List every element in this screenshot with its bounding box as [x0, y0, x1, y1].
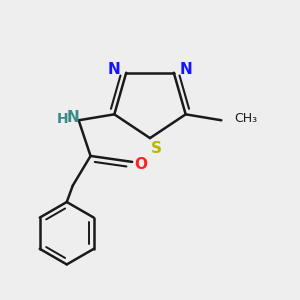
- Text: N: N: [179, 62, 192, 77]
- Text: N: N: [66, 110, 79, 125]
- Text: N: N: [108, 62, 121, 77]
- Text: H: H: [56, 112, 68, 126]
- Text: CH₃: CH₃: [235, 112, 258, 125]
- Text: O: O: [135, 158, 148, 172]
- Text: S: S: [150, 141, 161, 156]
